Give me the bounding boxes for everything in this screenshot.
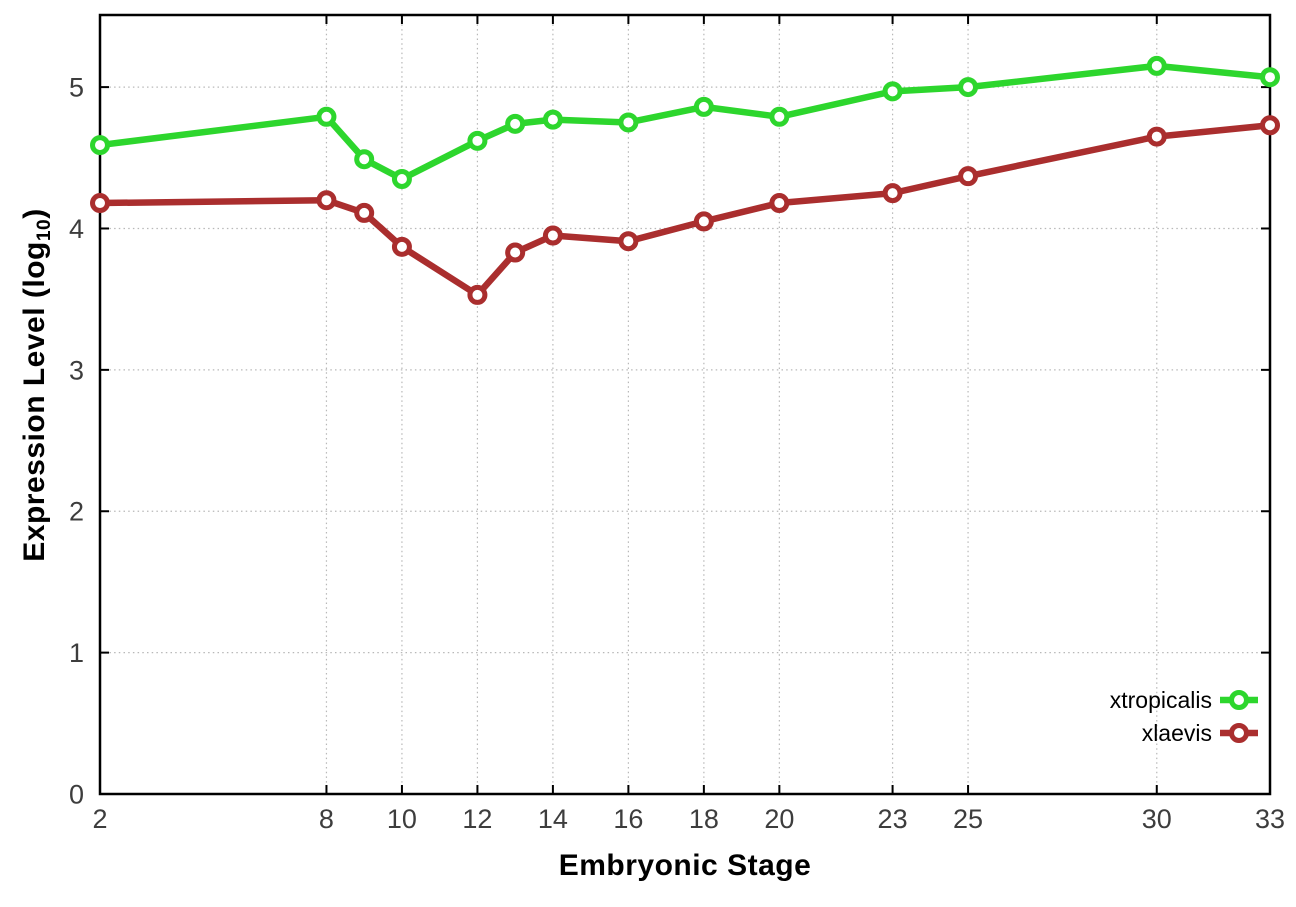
data-point-xlaevis	[391, 236, 412, 257]
y-tick-label: 1	[69, 638, 84, 668]
data-point-xlaevis	[693, 211, 714, 232]
x-tick-label: 20	[764, 804, 794, 834]
x-tick-label: 16	[613, 804, 643, 834]
x-tick-label: 12	[462, 804, 492, 834]
data-point-xlaevis	[1260, 115, 1280, 136]
data-point-xtropicalis	[316, 106, 337, 127]
x-axis-title: Embryonic Stage	[558, 849, 812, 882]
data-point-xtropicalis	[618, 112, 639, 133]
x-tick-label: 2	[92, 804, 107, 834]
y-tick-label: 3	[69, 355, 84, 385]
x-tick-label: 33	[1255, 804, 1285, 834]
x-tick-label: 14	[538, 804, 568, 834]
data-point-xlaevis	[618, 231, 639, 252]
data-point-xtropicalis	[1260, 67, 1280, 88]
y-tick-label: 5	[69, 73, 84, 103]
data-point-xtropicalis	[90, 135, 110, 156]
data-point-xlaevis	[542, 225, 563, 246]
data-point-xlaevis	[354, 202, 375, 223]
y-tick-label: 0	[69, 779, 84, 809]
y-axis-title-close-paren: )	[18, 208, 52, 219]
data-point-xlaevis	[769, 193, 790, 214]
series-line-xlaevis	[96, 122, 1274, 299]
x-tick-label: 10	[387, 804, 417, 834]
data-point-xtropicalis	[882, 81, 903, 102]
data-point-xtropicalis	[1146, 55, 1167, 76]
data-point-xtropicalis	[505, 113, 526, 134]
data-point-xlaevis	[316, 190, 337, 211]
data-point-xtropicalis	[693, 96, 714, 117]
legend-label-xtropicalis: xtropicalis	[1110, 687, 1212, 713]
x-tick-label: 30	[1142, 804, 1172, 834]
data-point-xtropicalis	[542, 109, 563, 130]
legend-label-xlaevis: xlaevis	[1142, 720, 1212, 746]
plot-border	[98, 13, 1272, 796]
x-tick-label: 23	[878, 804, 908, 834]
y-axis-title: Expression Level (log10)	[18, 208, 56, 561]
x-tick-label: 18	[689, 804, 719, 834]
data-point-xtropicalis	[391, 169, 412, 189]
data-point-xlaevis	[958, 166, 979, 187]
data-point-xtropicalis	[354, 149, 375, 170]
legend-sample-marker-xlaevis	[1229, 723, 1249, 743]
y-tick-label: 4	[69, 214, 84, 244]
y-tick-label: 2	[69, 497, 84, 527]
y-axis-title-text: Expression Level (log	[18, 241, 52, 562]
y-axis-title-subscript: 10	[33, 218, 55, 242]
data-point-xtropicalis	[958, 77, 979, 98]
data-point-xtropicalis	[769, 106, 790, 127]
data-point-xlaevis	[882, 183, 903, 204]
x-tick-label: 25	[953, 804, 983, 834]
data-point-xlaevis	[467, 284, 488, 305]
data-point-xlaevis	[1146, 126, 1167, 147]
data-point-xlaevis	[505, 242, 526, 263]
series-line-xtropicalis	[96, 62, 1274, 183]
data-point-xtropicalis	[467, 130, 488, 151]
legend-sample-marker-xtropicalis	[1229, 690, 1249, 710]
data-point-xlaevis	[90, 193, 110, 214]
x-tick-label: 8	[319, 804, 334, 834]
